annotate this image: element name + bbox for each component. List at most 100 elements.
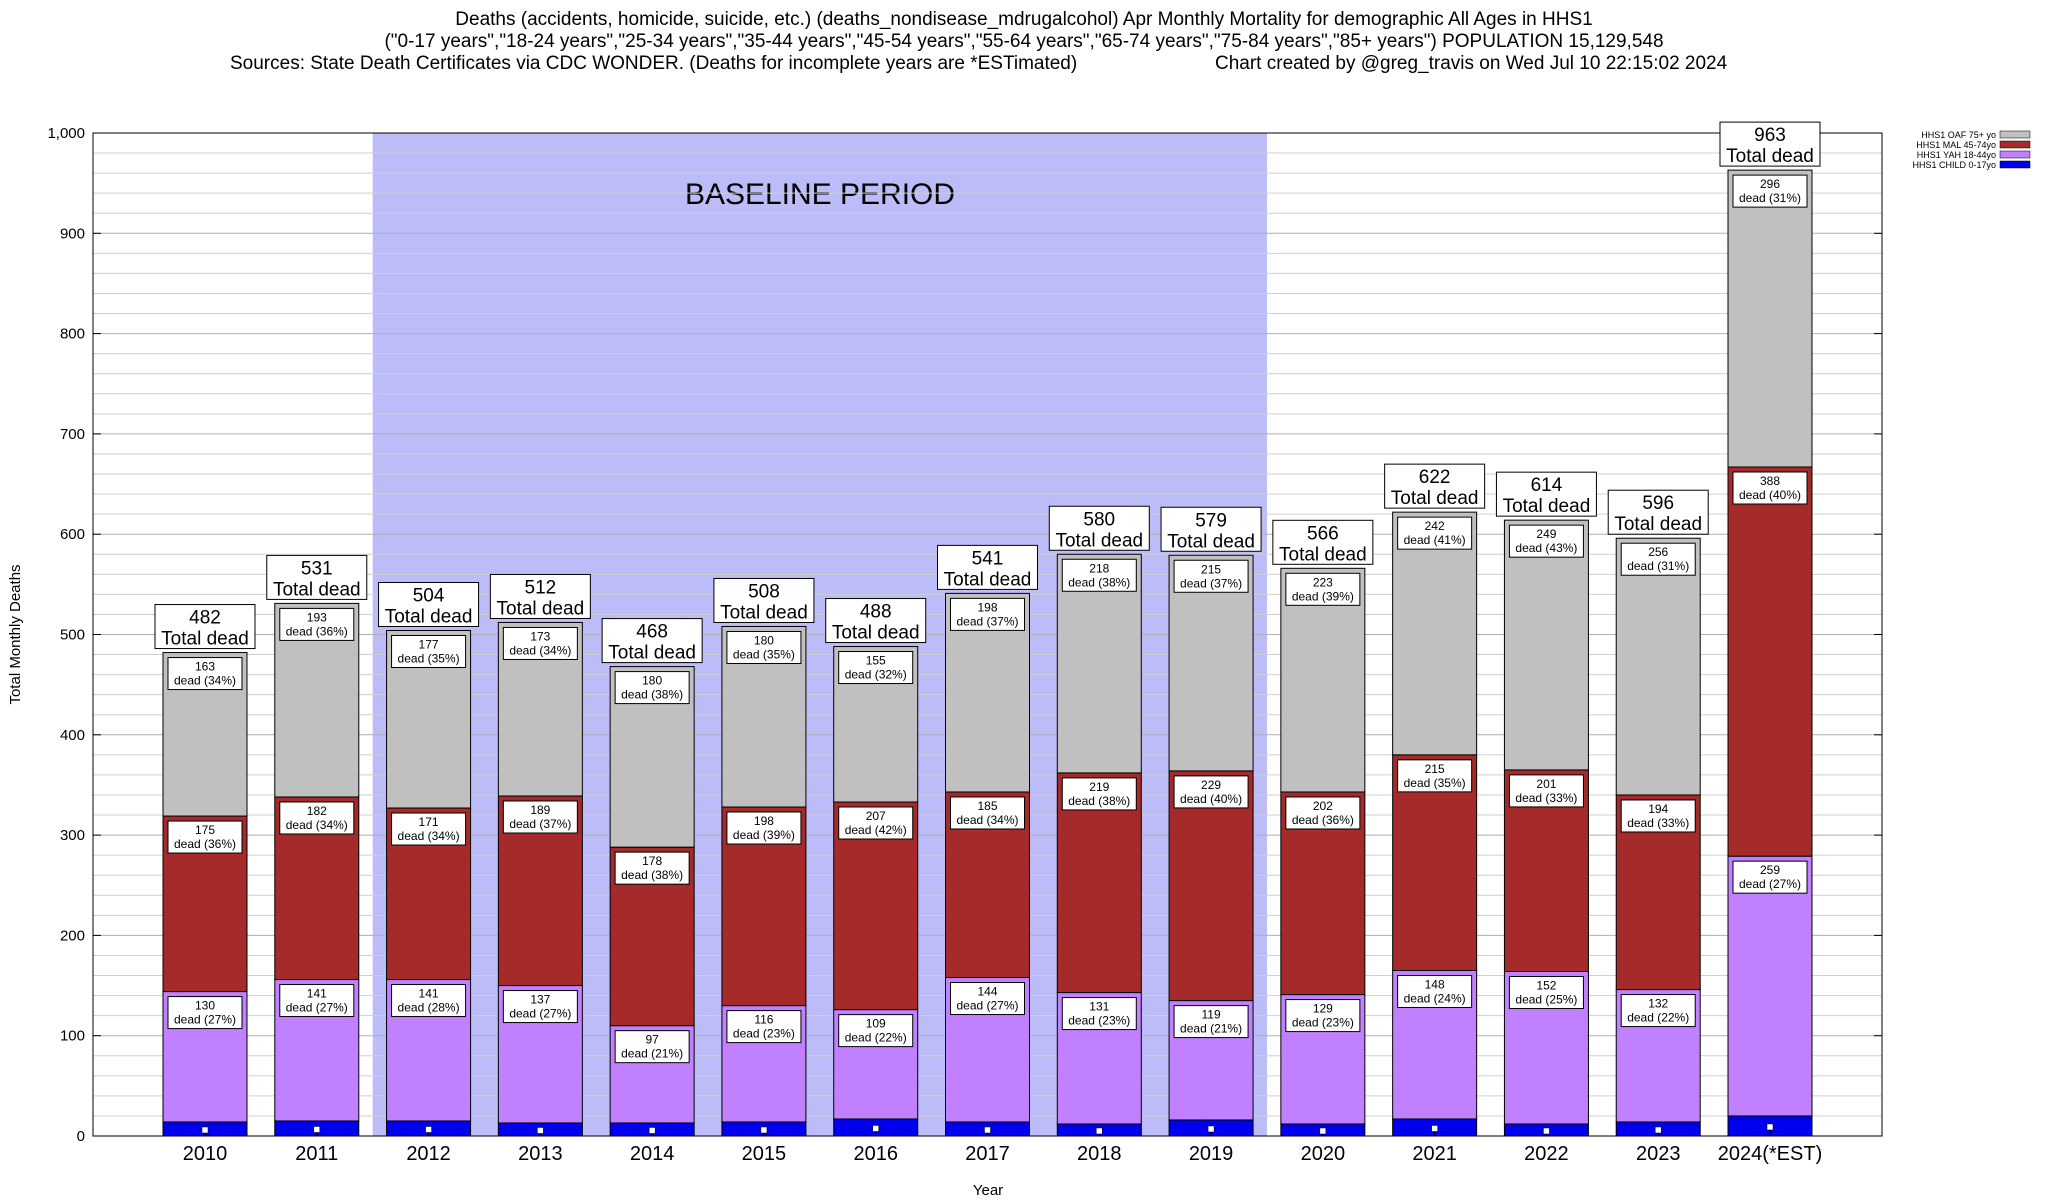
y-tick-label: 700 xyxy=(60,426,85,443)
segment-label-box xyxy=(1508,774,1584,808)
segment-value-label: 178 xyxy=(642,854,662,868)
segment-label-box xyxy=(502,626,578,660)
segment-pct-label: dead (27%) xyxy=(509,1007,571,1021)
total-value-label: 580 xyxy=(1083,509,1115,530)
segment-value-label: 185 xyxy=(977,799,997,813)
segment-value-label: 229 xyxy=(1201,778,1221,792)
segment-label-box xyxy=(502,800,578,834)
segment-pct-label: dead (33%) xyxy=(1515,791,1577,805)
segment-pct-label: dead (36%) xyxy=(286,624,348,638)
segment-pct-label: dead (21%) xyxy=(621,1047,683,1061)
legend-label: HHS1 CHILD 0-17yo xyxy=(1912,160,1996,170)
segment-label-box xyxy=(1620,542,1696,576)
total-label-box xyxy=(601,618,703,664)
segment-label-box xyxy=(391,984,467,1018)
total-value-label: 468 xyxy=(636,622,668,643)
total-value-label: 482 xyxy=(189,608,221,629)
segment-value-label: 109 xyxy=(866,1017,886,1031)
segment-label-box xyxy=(1173,775,1249,809)
total-label-box xyxy=(266,554,368,600)
segment-value-label: 141 xyxy=(307,987,327,1001)
child-value-marker xyxy=(313,1126,321,1133)
segment-value-label: 180 xyxy=(754,633,774,647)
segment-value-label: 163 xyxy=(195,660,215,674)
total-value-label: 566 xyxy=(1307,523,1339,544)
segment-pct-label: dead (34%) xyxy=(286,818,348,832)
total-value-label: 488 xyxy=(860,602,892,623)
x-tick-label: 2011 xyxy=(295,1143,338,1165)
x-tick-label: 2022 xyxy=(1524,1143,1569,1165)
segment-value-label: 137 xyxy=(530,993,550,1007)
segment-pct-label: dead (40%) xyxy=(1180,792,1242,806)
segment-pct-label: dead (27%) xyxy=(174,1013,236,1027)
segment-label-box xyxy=(726,811,802,845)
segment-pct-label: dead (27%) xyxy=(956,999,1018,1013)
segment-value-label: 189 xyxy=(530,803,550,817)
segment-label-box xyxy=(279,801,355,835)
segment-label-box xyxy=(1285,999,1361,1033)
total-label-box xyxy=(489,573,591,619)
y-tick-label: 600 xyxy=(60,526,85,543)
segment-value-label: 388 xyxy=(1760,474,1780,488)
segment-value-label: 182 xyxy=(307,804,327,818)
total-label-box xyxy=(1048,505,1150,551)
segment-pct-label: dead (24%) xyxy=(1404,992,1466,1006)
segment-value-label: 218 xyxy=(1089,561,1109,575)
total-dead-label: Total dead xyxy=(1055,530,1143,551)
bar-segment xyxy=(1615,537,1701,796)
total-dead-label: Total dead xyxy=(1726,146,1814,167)
total-label-box xyxy=(1719,121,1821,167)
bar-segment xyxy=(1168,770,1254,1002)
total-label-box xyxy=(1272,519,1374,565)
segment-value-label: 296 xyxy=(1760,177,1780,191)
segment-label-box xyxy=(1620,994,1696,1028)
segment-pct-label: dead (39%) xyxy=(1292,589,1354,603)
total-value-label: 508 xyxy=(748,581,780,602)
segment-label-box xyxy=(614,851,690,885)
segment-pct-label: dead (27%) xyxy=(1739,877,1801,891)
total-label-box xyxy=(825,598,927,644)
bar-segment xyxy=(1727,855,1813,1117)
baseline-label: BASELINE PERIOD xyxy=(685,178,955,211)
segment-value-label: 152 xyxy=(1536,979,1556,993)
total-dead-label: Total dead xyxy=(944,569,1032,590)
total-value-label: 504 xyxy=(413,585,445,606)
total-dead-label: Total dead xyxy=(497,598,585,619)
segment-pct-label: dead (42%) xyxy=(845,823,907,837)
x-tick-label: 2014 xyxy=(630,1143,675,1165)
segment-label-box xyxy=(391,634,467,668)
segment-pct-label: dead (39%) xyxy=(733,828,795,842)
segment-label-box xyxy=(726,1010,802,1044)
segment-label-box xyxy=(1173,1005,1249,1039)
segment-label-box xyxy=(1173,559,1249,593)
legend-swatch xyxy=(1999,160,2031,169)
total-value-label: 596 xyxy=(1642,493,1674,514)
x-tick-label: 2015 xyxy=(742,1143,787,1165)
total-label-box xyxy=(1160,506,1262,552)
child-value-marker xyxy=(1654,1126,1662,1134)
y-tick-label: 100 xyxy=(60,1028,85,1045)
segment-pct-label: dead (35%) xyxy=(398,651,460,665)
segment-value-label: 119 xyxy=(1202,1008,1221,1022)
segment-value-label: 180 xyxy=(642,674,662,688)
segment-pct-label: dead (23%) xyxy=(1292,1016,1354,1030)
chart-source-text: Sources: State Death Certificates via CD… xyxy=(230,53,1078,74)
total-label-box xyxy=(937,544,1038,590)
total-value-label: 512 xyxy=(525,577,557,598)
segment-pct-label: dead (38%) xyxy=(1068,575,1130,589)
legend-label: HHS1 OAF 75+ yo xyxy=(1921,130,1996,140)
segment-value-label: 155 xyxy=(866,654,886,668)
segment-value-label: 219 xyxy=(1089,780,1109,794)
child-value-marker xyxy=(537,1127,544,1134)
segment-pct-label: dead (36%) xyxy=(1292,813,1354,827)
segment-label-box xyxy=(1285,572,1361,606)
x-tick-label: 2023 xyxy=(1636,1143,1681,1165)
total-label-box xyxy=(1607,489,1709,535)
y-tick-label: 900 xyxy=(60,225,85,242)
segment-label-box xyxy=(167,657,243,691)
child-value-marker xyxy=(648,1127,656,1134)
segment-label-box xyxy=(614,671,690,705)
segment-label-box xyxy=(1397,975,1473,1009)
total-value-label: 541 xyxy=(972,548,1004,569)
total-dead-label: Total dead xyxy=(385,606,473,627)
